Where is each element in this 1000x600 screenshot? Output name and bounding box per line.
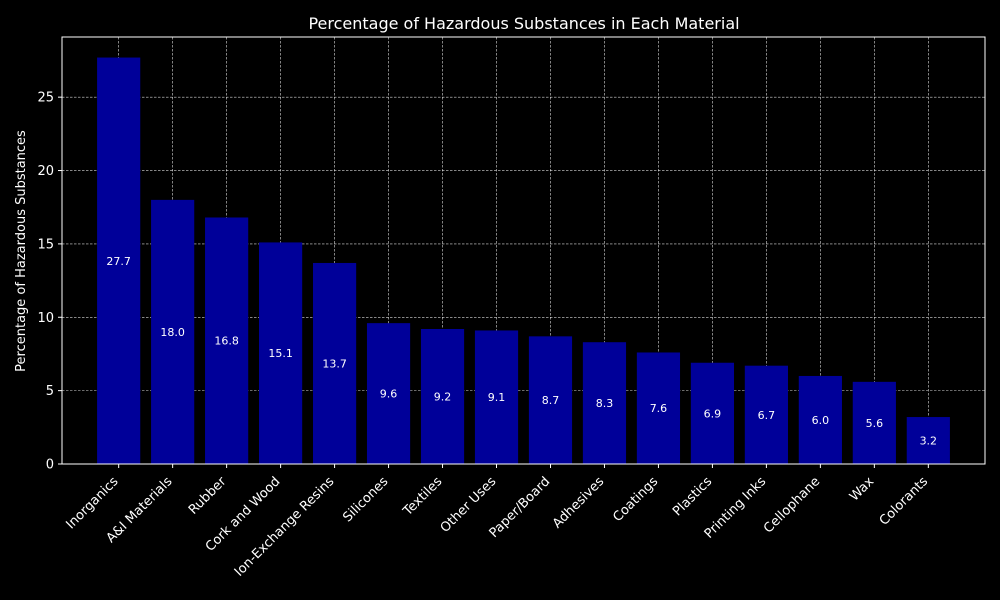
bar — [636, 352, 681, 464]
bar-value-label: 6.9 — [704, 407, 722, 420]
bar-value-label: 8.7 — [542, 394, 560, 407]
bar-value-label: 6.7 — [758, 409, 776, 422]
y-axis-ticks: 0 5 10 15 20 25 — [37, 91, 62, 473]
bars — [97, 57, 950, 464]
y-tick-label: 25 — [37, 91, 54, 106]
bar — [420, 329, 465, 464]
bar-value-label: 13.7 — [322, 357, 347, 370]
bar-value-label: 5.6 — [866, 417, 884, 430]
bar — [312, 262, 357, 464]
bar — [474, 330, 519, 464]
bar — [798, 375, 842, 464]
plot-frame — [61, 36, 986, 465]
y-tick-label: 5 — [46, 384, 54, 399]
bar-value-label: 9.1 — [488, 391, 506, 404]
bar-value-label: 8.3 — [596, 397, 614, 410]
bar-value-label: 3.2 — [920, 435, 938, 448]
bar — [528, 336, 573, 464]
bar — [205, 217, 249, 464]
bar — [97, 57, 141, 464]
bar — [151, 199, 195, 464]
y-axis-label: Percentage of Hazardous Substances — [14, 130, 29, 372]
bar-value-label: 7.6 — [650, 402, 668, 415]
bar — [259, 242, 303, 464]
bar — [690, 362, 735, 464]
y-tick-label: 10 — [37, 311, 54, 326]
bar-value-label: 9.6 — [380, 388, 398, 401]
bar — [906, 417, 950, 464]
bar-value-label: 15.1 — [268, 347, 293, 360]
y-tick-label: 0 — [46, 458, 54, 473]
bar-value-label: 18.0 — [160, 326, 185, 339]
bar — [852, 381, 896, 464]
bar-value-label: 6.0 — [812, 414, 830, 427]
bar — [744, 365, 788, 464]
bar-value-label: 9.2 — [434, 391, 452, 404]
bar — [582, 342, 627, 464]
value-labels: 27.7 18.0 16.8 15.1 13.7 9.6 9.2 9.1 8.7 8.3 7.6 6.… — [106, 255, 937, 448]
bar — [366, 323, 411, 464]
y-tick-label: 15 — [37, 237, 54, 252]
chart-title: Percentage of Hazardous Substances in Ea… — [308, 14, 739, 33]
y-tick-label: 20 — [37, 164, 54, 179]
bar-value-label: 16.8 — [214, 335, 239, 348]
bar-value-label: 27.7 — [106, 255, 131, 268]
